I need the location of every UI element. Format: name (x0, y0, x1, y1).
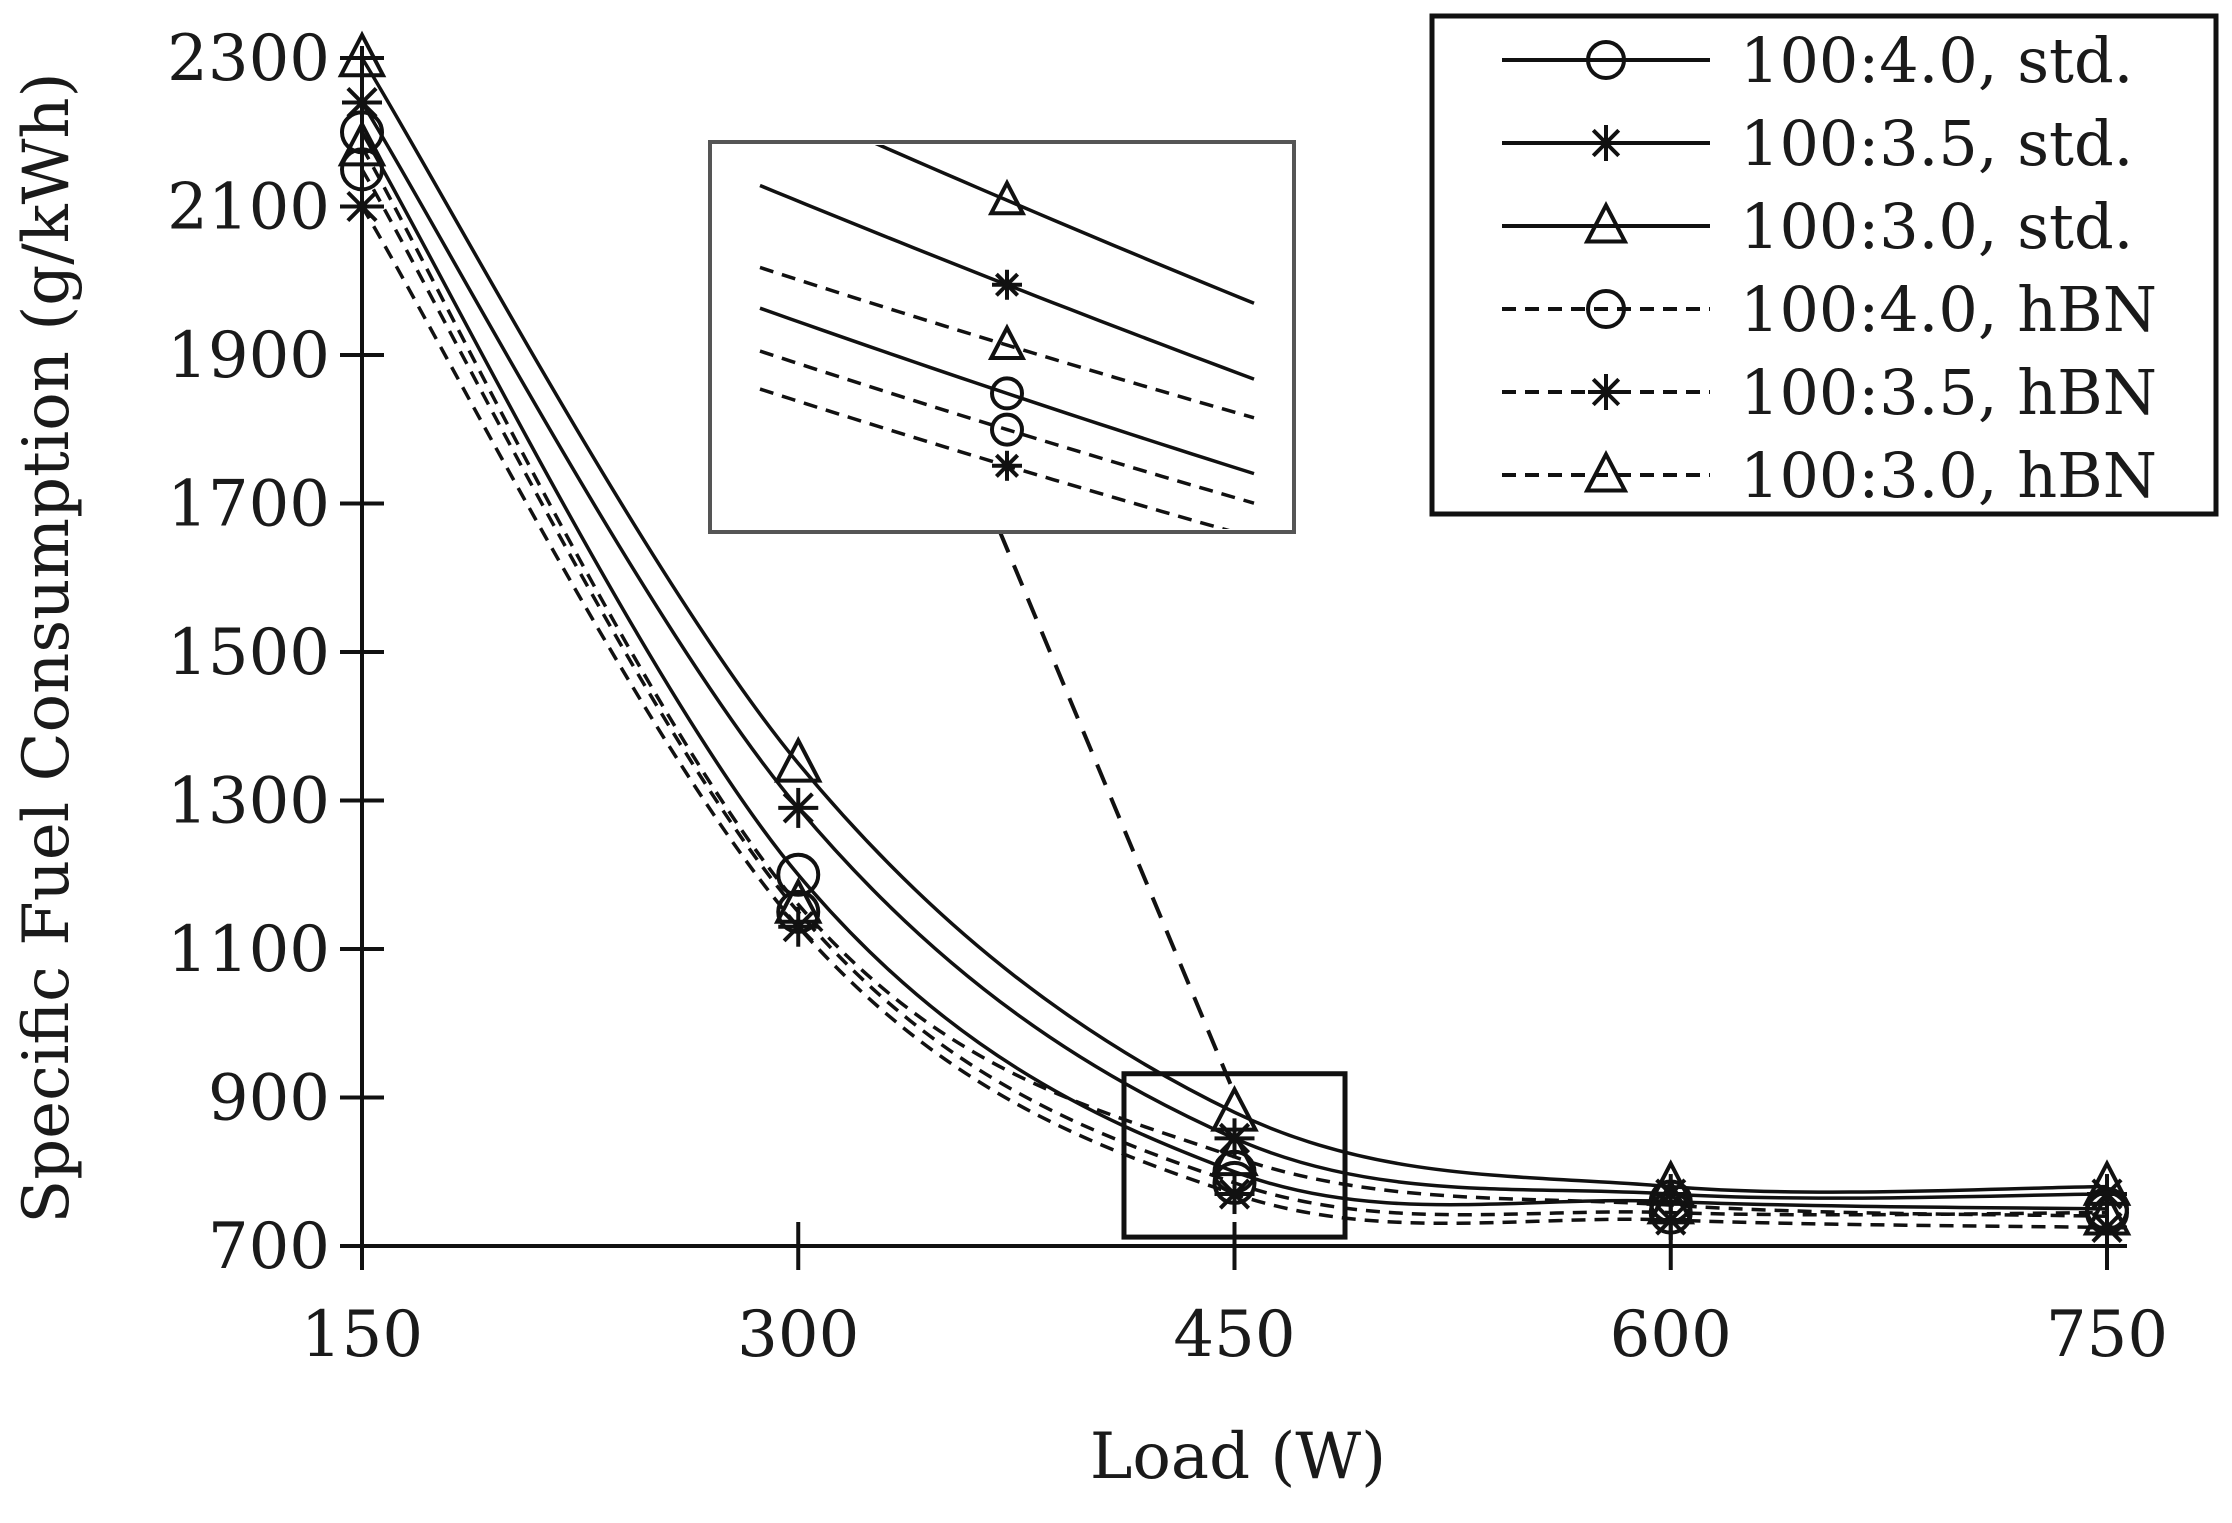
zoom-inset (708, 140, 1296, 534)
legend-marker-100-4-0-std (1586, 40, 1626, 80)
y-tick-label-2100: 2100 (167, 171, 330, 245)
data-point-100-3-5-std-300 (778, 787, 819, 828)
legend-marker-100-3-5-hbn (1588, 374, 1624, 410)
y-tick-label-900: 900 (208, 1062, 330, 1136)
y-tick-label-1100: 1100 (167, 913, 330, 987)
x-tick-label-750: 750 (2046, 1298, 2168, 1372)
inset-line-100-4-0-std (759, 306, 1255, 476)
legend-item-100-4-0-hbn: 100:4.0, hBN (1502, 273, 2157, 346)
series-line-100-4-0-hbn (360, 168, 2108, 1217)
inset-line-100-4-0-hbn (759, 349, 1255, 505)
x-tick-label-450: 450 (1173, 1298, 1295, 1372)
inset-point-100-3-5-std (992, 269, 1022, 300)
zoom-inset-content (759, 145, 1255, 529)
legend-item-100-4-0-std: 100:4.0, std. (1502, 24, 2133, 97)
legend-item-100-3-5-std: 100:3.5, std. (1502, 107, 2133, 180)
x-axis-title: Load (W) (1090, 1420, 1386, 1494)
zoom-region-box (1121, 1071, 1348, 1240)
legend: 100:4.0, std. 100:3.5, std. 100:3.0, std. 1… (1429, 13, 2219, 517)
series-line-100-3-5-std (360, 101, 2108, 1200)
inset-line-100-3-0-hbn (759, 265, 1255, 420)
data-point-100-3-0-hbn-450 (1210, 1129, 1259, 1177)
y-tick-label-1900: 1900 (167, 319, 330, 393)
y-tick-label-1500: 1500 (167, 616, 330, 690)
legend-item-100-3-0-std: 100:3.0, std. (1502, 190, 2133, 263)
series-line-100-3-0-hbn (360, 146, 2108, 1219)
y-tick-label-1300: 1300 (167, 765, 330, 839)
y-tick-label-2300: 2300 (167, 22, 330, 96)
inset-point-100-4-0-std (990, 376, 1024, 411)
legend-label-100-3-0-std: 100:3.0, std. (1740, 190, 2133, 263)
inset-point-100-3-0-hbn (987, 323, 1027, 361)
y-tick-label-1700: 1700 (167, 468, 330, 542)
legend-frame (1429, 13, 2219, 517)
data-point-100-3-5-hbn-450 (1214, 1174, 1255, 1215)
zoom-group (708, 140, 1348, 1240)
x-tick-label-300: 300 (737, 1298, 859, 1372)
legend-marker-100-3-0-hbn (1583, 449, 1629, 493)
data-point-100-3-5-std-450 (1214, 1118, 1255, 1159)
legend-marker-100-3-0-std (1583, 200, 1629, 244)
legend-item-100-3-5-hbn: 100:3.5, hBN (1502, 356, 2157, 429)
legend-marker-100-4-0-hbn (1586, 289, 1626, 329)
data-point-100-3-0-std-300 (773, 736, 823, 783)
legend-label-100-4-0-std: 100:4.0, std. (1740, 24, 2133, 97)
series-line-100-4-0-std (360, 131, 2108, 1211)
legend-label-100-3-5-hbn: 100:3.5, hBN (1740, 356, 2157, 429)
data-point-100-3-0-hbn-300 (773, 877, 823, 924)
y-axis-title: Specific Fuel Consumption (g/kWh) (10, 72, 84, 1223)
data-point-100-3-0-std-750 (2082, 1159, 2132, 1206)
y-tick-label-700: 700 (208, 1210, 330, 1284)
data-point-100-4-0-std-300 (776, 852, 821, 897)
inset-line-100-3-0-std (874, 145, 1255, 305)
legend-label-100-3-5-std: 100:3.5, std. (1740, 107, 2133, 180)
x-tick-label-150: 150 (301, 1298, 423, 1372)
inset-point-100-4-0-hbn (990, 412, 1024, 447)
legend-item-100-3-0-hbn: 100:3.0, hBN (1502, 439, 2157, 512)
legend-marker-100-3-5-std (1588, 125, 1624, 161)
inset-point-100-3-0-std (987, 178, 1027, 216)
x-tick-label-600: 600 (1610, 1298, 1732, 1372)
legend-label-100-4-0-hbn: 100:4.0, hBN (1740, 273, 2157, 346)
data-point-100-3-5-hbn-300 (778, 906, 819, 947)
axes-group: 700 900 1100 1300 1500 1700 1900 2100 2300 150 300… (167, 22, 2168, 1372)
zoom-connector-line (998, 531, 1237, 1095)
series-line-100-3-5-hbn (360, 205, 2108, 1230)
inset-point-100-3-5-hbn (992, 450, 1022, 481)
legend-label-100-3-0-hbn: 100:3.0, hBN (1740, 439, 2157, 512)
